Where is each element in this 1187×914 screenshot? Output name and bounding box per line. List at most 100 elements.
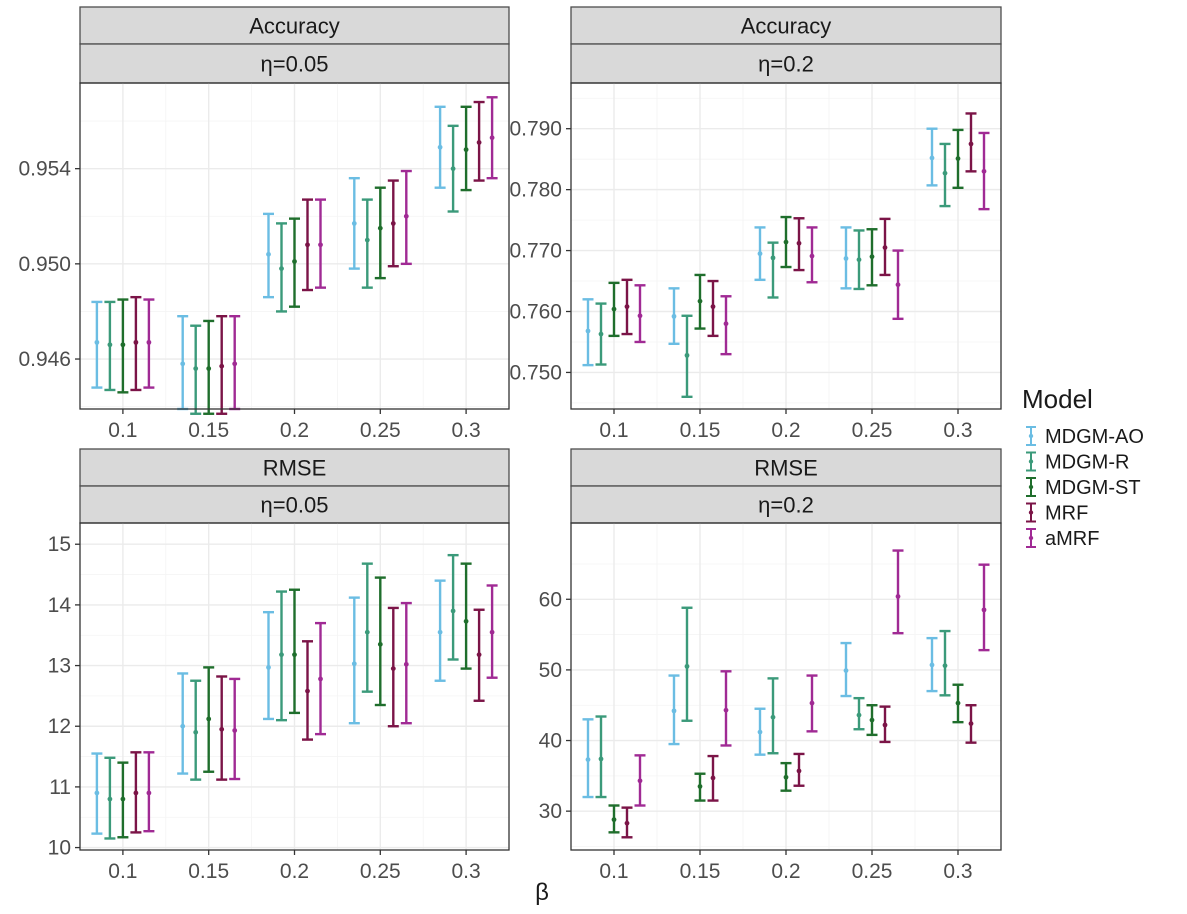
mean-point [94, 339, 100, 345]
error-bar [879, 217, 891, 277]
error-bar [263, 212, 274, 299]
legend-key-point [1028, 433, 1034, 439]
error-bar [276, 590, 287, 722]
mean-point [598, 331, 604, 337]
mean-point [611, 306, 617, 312]
mean-point [437, 629, 443, 635]
x-tick-label: 0.2 [771, 860, 800, 883]
mean-point [232, 728, 238, 733]
error-bar [892, 249, 904, 321]
panel-strip-eta [79, 485, 510, 524]
error-bar [302, 198, 313, 292]
error-bar [866, 704, 878, 737]
error-bar [694, 772, 706, 802]
error-bar [754, 707, 766, 756]
mean-point [942, 170, 948, 176]
panel-strip-metric [79, 6, 510, 45]
mean-point [318, 676, 323, 682]
series-amrf [143, 584, 498, 833]
error-bar [681, 314, 693, 399]
error-bar [143, 298, 155, 389]
panel-border [570, 522, 1002, 851]
error-bar [879, 705, 891, 744]
x-tick-label: 0.15 [680, 860, 721, 883]
x-tick-label: 0.15 [680, 419, 721, 442]
mean-point [757, 251, 763, 257]
mean-point [292, 259, 297, 264]
mean-point [968, 721, 974, 726]
mean-point [783, 239, 789, 245]
error-bar [473, 608, 485, 702]
panels-layer: Accuracy η=0.05 0.946 0.950 0.954 0.1 0.15 0.2 0… [18, 6, 1002, 883]
mean-point [981, 607, 987, 613]
error-bar [486, 584, 498, 679]
mean-point [279, 266, 284, 272]
error-bar [387, 606, 399, 728]
mean-point [489, 135, 495, 141]
mean-point [869, 254, 875, 260]
series-mdgm-st [117, 105, 472, 415]
x-tick-label: 0.2 [771, 419, 800, 442]
mean-point [796, 768, 802, 774]
mean-point [450, 166, 456, 172]
error-bar [608, 804, 620, 834]
series-amrf [634, 549, 990, 807]
mean-point [697, 784, 703, 789]
x-tick-label: 0.2 [280, 419, 309, 442]
mean-point [219, 363, 225, 369]
mean-point [206, 366, 212, 371]
error-bar [634, 754, 646, 807]
error-bar [447, 124, 459, 213]
mean-point [968, 141, 974, 147]
panel-2: Accuracy η=0.2 0.750 0.760 0.770 0.780 0.790 0.… [509, 6, 1002, 442]
error-bar [348, 596, 360, 725]
error-bar [460, 562, 472, 670]
panel-strip-eta [570, 485, 1002, 524]
y-tick-label: 30 [539, 800, 562, 823]
legend-entry: MRF [1026, 502, 1088, 525]
mean-point [193, 366, 199, 371]
error-bar [853, 696, 865, 731]
mean-point [318, 242, 323, 248]
x-tick-label: 0.25 [852, 419, 893, 442]
error-bar [621, 806, 633, 839]
legend-entry: MDGM-ST [1026, 477, 1141, 499]
error-bar [608, 281, 620, 338]
mean-point [489, 629, 495, 635]
mean-point [723, 321, 729, 327]
error-bar [486, 96, 498, 180]
mean-point [757, 729, 763, 735]
series-mdgm-r [104, 124, 459, 415]
error-bar [374, 186, 386, 280]
error-bar [767, 241, 779, 299]
series-mrf [621, 112, 977, 338]
error-bar [400, 169, 412, 266]
error-bar [707, 754, 719, 802]
mean-point [770, 255, 776, 261]
error-bar [595, 715, 607, 799]
error-bar [203, 319, 215, 415]
error-bar [634, 284, 646, 344]
x-tick-label: 0.1 [599, 419, 628, 442]
mean-point [476, 652, 482, 658]
mean-point [94, 790, 100, 796]
y-tick-label: 12 [48, 715, 71, 738]
mean-point [585, 757, 591, 762]
error-bar [793, 752, 805, 787]
mean-point [305, 688, 310, 694]
mean-point [193, 729, 199, 735]
x-tick-label: 0.1 [108, 860, 137, 883]
mean-point [697, 298, 703, 304]
mean-point [232, 361, 238, 367]
mean-point [266, 664, 271, 670]
mean-point [133, 339, 139, 345]
mean-point [146, 790, 152, 796]
x-tick-label: 0.3 [451, 419, 480, 442]
mean-point [364, 237, 370, 243]
legend-key-point [1028, 459, 1034, 464]
legend-title: Model [1022, 384, 1093, 414]
error-bar [216, 314, 228, 415]
mean-point [279, 652, 284, 658]
error-bar [263, 610, 274, 721]
error-bar [952, 128, 964, 190]
